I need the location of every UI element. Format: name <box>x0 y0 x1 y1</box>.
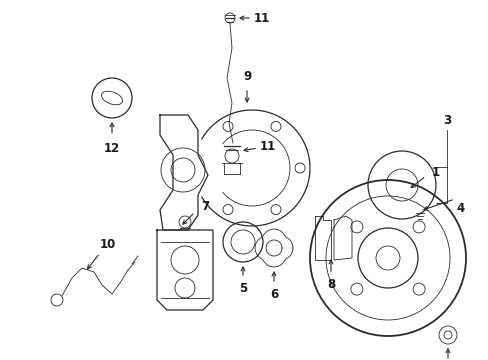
Text: 5: 5 <box>238 283 246 296</box>
Text: 4: 4 <box>456 202 464 216</box>
Text: 12: 12 <box>103 141 120 154</box>
Text: 11: 11 <box>253 12 269 24</box>
Text: 6: 6 <box>269 288 278 302</box>
Text: 9: 9 <box>243 69 251 82</box>
Text: 11: 11 <box>259 139 276 153</box>
Text: 1: 1 <box>431 166 439 179</box>
Text: 10: 10 <box>100 238 116 251</box>
Text: 3: 3 <box>442 113 450 126</box>
Text: 7: 7 <box>201 201 209 213</box>
Text: 8: 8 <box>326 279 334 292</box>
